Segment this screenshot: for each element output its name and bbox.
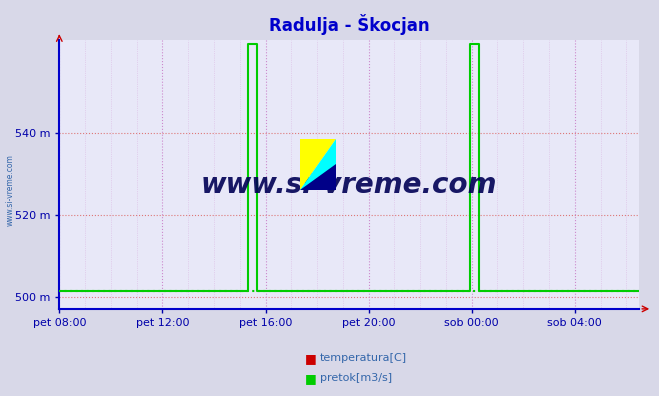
Polygon shape: [300, 164, 336, 190]
Polygon shape: [300, 139, 336, 190]
Polygon shape: [300, 139, 336, 190]
Text: www.si-vreme.com: www.si-vreme.com: [201, 171, 498, 199]
Text: ■: ■: [304, 372, 316, 385]
Text: temperatura[C]: temperatura[C]: [320, 353, 407, 364]
Title: Radulja - Škocjan: Radulja - Škocjan: [269, 14, 430, 35]
Text: pretok[m3/s]: pretok[m3/s]: [320, 373, 391, 383]
Text: www.si-vreme.com: www.si-vreme.com: [5, 154, 14, 226]
Text: ■: ■: [304, 352, 316, 365]
